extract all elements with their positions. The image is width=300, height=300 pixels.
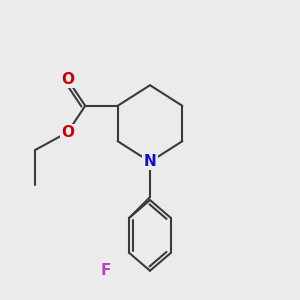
Text: N: N <box>144 154 156 169</box>
Text: F: F <box>100 263 111 278</box>
Text: O: O <box>61 125 74 140</box>
Text: O: O <box>61 72 74 87</box>
